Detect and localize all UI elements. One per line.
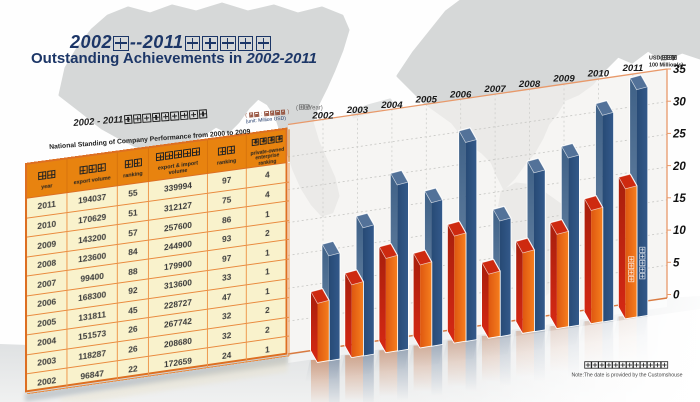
svg-text:25: 25: [672, 129, 686, 141]
svg-text:2002: 2002: [311, 110, 334, 121]
svg-text:2009: 2009: [552, 74, 575, 85]
svg-text:100 Million(s): 100 Million(s): [649, 63, 683, 69]
svg-text:20: 20: [672, 161, 686, 173]
svg-text:15: 15: [673, 193, 686, 205]
svg-text:10: 10: [673, 225, 686, 237]
svg-text:5: 5: [673, 258, 680, 270]
svg-text:2005: 2005: [415, 95, 438, 106]
svg-text:2004: 2004: [380, 100, 403, 111]
svg-text:2010: 2010: [587, 68, 610, 79]
svg-text:/Year): /Year): [307, 106, 323, 112]
svg-text:2003: 2003: [346, 105, 369, 116]
svg-text:USD(: USD(: [649, 56, 662, 62]
svg-text:30: 30: [673, 96, 686, 108]
svg-text:(: (: [296, 106, 298, 112]
svg-text:0: 0: [673, 290, 680, 302]
svg-text:Note:The date is provided by t: Note:The date is provided by the Customs…: [571, 373, 682, 379]
svg-text:35: 35: [673, 64, 686, 76]
svg-text:2011: 2011: [622, 63, 644, 74]
svg-text:2006: 2006: [449, 89, 472, 100]
svg-text:2007: 2007: [483, 84, 506, 95]
svg-text:2008: 2008: [518, 79, 541, 90]
svg-text:)/: )/: [673, 56, 677, 62]
